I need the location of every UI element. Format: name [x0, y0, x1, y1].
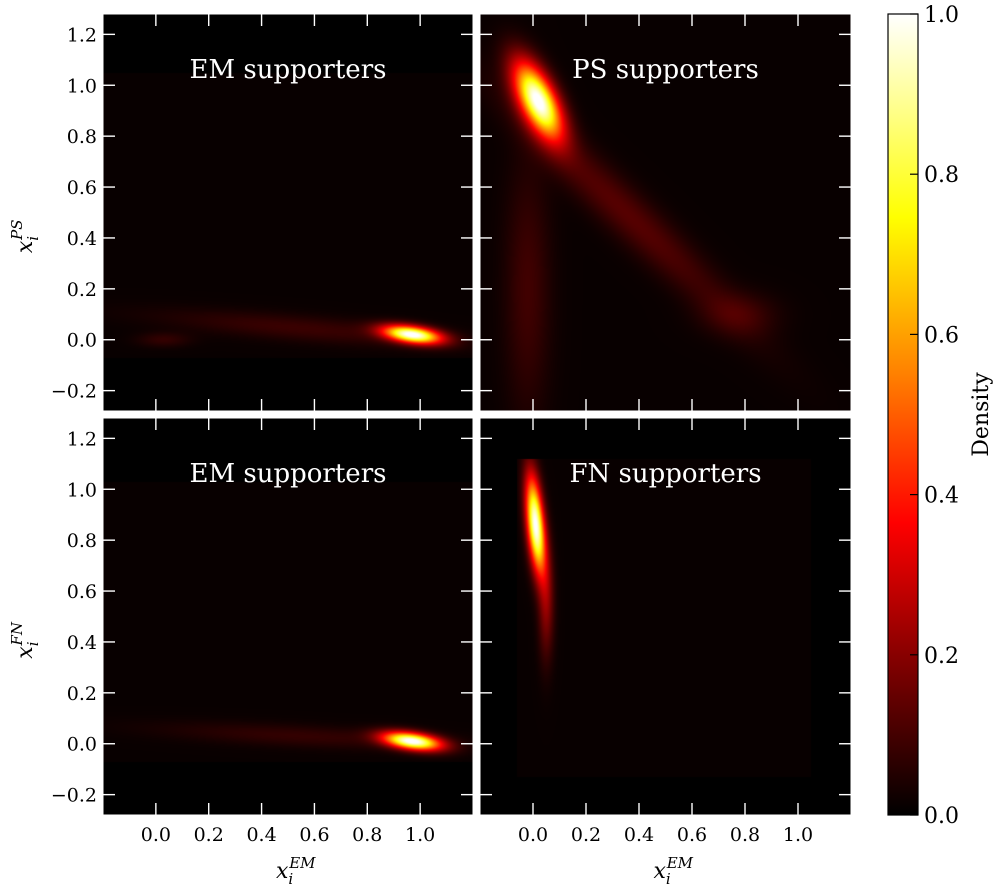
x-tick-label: 0.2 — [194, 824, 224, 846]
y-tick-label: 1.2 — [67, 428, 97, 450]
x-tick-label: 1.0 — [405, 824, 435, 846]
x-tick-label: 0.4 — [246, 824, 276, 846]
colorbar-tick-label: 0.4 — [924, 484, 959, 509]
x-tick-label: 0.2 — [571, 824, 601, 846]
y-axis-label: xiFN — [8, 621, 42, 659]
y-tick-label: −0.2 — [51, 381, 97, 403]
colorbar-frame — [887, 13, 919, 816]
panel-4: FN supporters 0.0 0.2 0.4 0.6 0.8 1.0 xiEM — [479, 417, 852, 888]
y-tick-label: 0.4 — [67, 228, 97, 250]
panel-title: PS supporters — [572, 55, 759, 85]
panel-frame — [479, 417, 852, 816]
colorbar-label: Density — [969, 372, 994, 457]
colorbar: 0.0 0.2 0.4 0.6 0.8 1.0 Density — [887, 3, 994, 829]
x-tick-label: 0.6 — [299, 824, 329, 846]
density-map — [480, 14, 851, 411]
y-tick-label: 0.8 — [67, 126, 97, 148]
panel-title: FN supporters — [569, 459, 761, 489]
panel-title: EM supporters — [190, 55, 387, 85]
x-tick-label: 0.0 — [518, 824, 548, 846]
y-tick-label: 1.0 — [67, 479, 97, 501]
colorbar-tick-label: 1.0 — [924, 3, 959, 28]
colorbar-tick-label: 0.8 — [924, 163, 959, 188]
panel-2: PS supporters — [479, 13, 852, 412]
panel-frame — [479, 13, 852, 412]
y-tick-label: 0.2 — [67, 683, 97, 705]
x-tick-label: 0.0 — [141, 824, 171, 846]
panels: EM supporters −0.2 0.0 0.2 0.4 0.6 0.8 1.0 1.2 xi… — [8, 13, 852, 888]
x-tick-label: 0.6 — [677, 824, 707, 846]
y-tick-label: 0.0 — [67, 734, 97, 756]
colorbar-tick-label: 0.0 — [924, 804, 959, 829]
y-tick-label: 0.6 — [67, 581, 97, 603]
colorbar-tick-label: 0.2 — [924, 644, 959, 669]
panel-frame — [102, 13, 474, 412]
y-tick-label: 0.2 — [67, 279, 97, 301]
y-tick-label: −0.2 — [51, 785, 97, 807]
panel-frame — [102, 417, 474, 816]
y-tick-label: 0.8 — [67, 530, 97, 552]
panel-3: EM supporters 0.0 0.2 0.4 0.6 0.8 1.0 −0.2 0.0 0.… — [8, 417, 474, 888]
x-axis-label: xiEM — [276, 854, 316, 888]
y-tick-label: 1.0 — [67, 75, 97, 97]
density-map — [103, 14, 473, 411]
x-axis-label: xiEM — [654, 854, 694, 888]
x-tick-label: 0.4 — [624, 824, 654, 846]
y-tick-label: 1.2 — [67, 24, 97, 46]
x-tick-label: 0.8 — [352, 824, 382, 846]
colorbar-tick-label: 0.6 — [924, 323, 959, 348]
panel-1: EM supporters −0.2 0.0 0.2 0.4 0.6 0.8 1.0 1.2 xi… — [8, 13, 474, 412]
colorbar-gradient — [888, 14, 918, 815]
x-tick-label: 1.0 — [783, 824, 813, 846]
y-tick-label: 0.6 — [67, 177, 97, 199]
y-axis-label: xiPS — [8, 220, 42, 254]
x-tick-label: 0.8 — [730, 824, 760, 846]
density-map — [103, 418, 473, 815]
density-map — [480, 418, 851, 815]
y-tick-label: 0.0 — [67, 330, 97, 352]
y-tick-label: 0.4 — [67, 632, 97, 654]
panel-title: EM supporters — [190, 459, 387, 489]
